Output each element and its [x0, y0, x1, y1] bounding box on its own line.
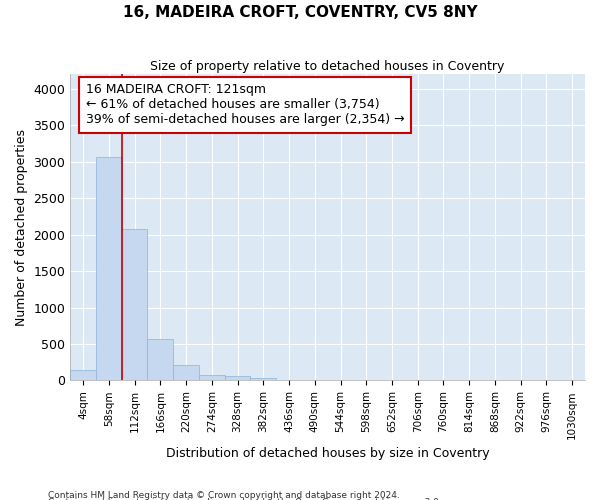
Bar — [148, 339, 173, 380]
Bar — [96, 158, 122, 380]
Text: Contains public sector information licensed under the Open Government Licence v3: Contains public sector information licen… — [48, 498, 442, 500]
Bar — [70, 370, 96, 380]
Y-axis label: Number of detached properties: Number of detached properties — [15, 129, 28, 326]
X-axis label: Distribution of detached houses by size in Coventry: Distribution of detached houses by size … — [166, 447, 490, 460]
Title: Size of property relative to detached houses in Coventry: Size of property relative to detached ho… — [151, 60, 505, 73]
Bar — [173, 365, 199, 380]
Text: Contains HM Land Registry data © Crown copyright and database right 2024.: Contains HM Land Registry data © Crown c… — [48, 490, 400, 500]
Bar — [250, 378, 276, 380]
Bar — [225, 376, 250, 380]
Text: 16, MADEIRA CROFT, COVENTRY, CV5 8NY: 16, MADEIRA CROFT, COVENTRY, CV5 8NY — [122, 5, 478, 20]
Bar — [122, 230, 148, 380]
Text: 16 MADEIRA CROFT: 121sqm
← 61% of detached houses are smaller (3,754)
39% of sem: 16 MADEIRA CROFT: 121sqm ← 61% of detach… — [86, 84, 404, 126]
Bar — [199, 374, 225, 380]
